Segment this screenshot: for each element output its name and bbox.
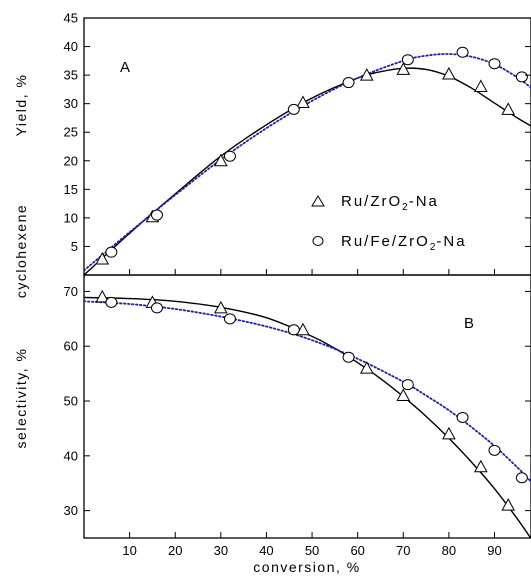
panel-b-point-ru-fe-zro2-na	[456, 411, 469, 423]
panel-b-point-ru-zro2-na	[396, 388, 411, 402]
panel-a-ytick-label: 20	[64, 153, 78, 168]
panel-b-ytick-label: 70	[64, 284, 78, 299]
panel-a-point-ru-fe-zro2-na	[105, 246, 118, 258]
panel-b-point-ru-zro2-na	[359, 361, 374, 374]
panel-b-point-ru-zro2-na	[95, 289, 110, 303]
markers-layer	[95, 46, 528, 511]
panel-b-xtick-label: 40	[259, 543, 273, 558]
panel-b-point-ru-zro2-na	[473, 459, 488, 473]
panel-a-point-ru-fe-zro2-na	[287, 103, 300, 115]
panel-b-point-ru-fe-zro2-na	[287, 324, 300, 336]
legend-entry-ru-fe-zro2-na: Ru/Fe/ZrO2-Na	[312, 233, 467, 253]
panel-b-point-ru-fe-zro2-na	[105, 296, 118, 308]
panel-b-point-ru-zro2-na	[501, 498, 516, 511]
panel-b-point-ru-fe-zro2-na	[488, 444, 501, 456]
panel-b-tag: B	[464, 315, 474, 332]
legend-entry-ru-zro2-na: Ru/ZrO2-Na	[311, 193, 439, 213]
fit-curves-layer	[84, 53, 531, 538]
panel-b-ytick-label: 30	[64, 503, 78, 518]
panel-b-xtick-label: 30	[214, 543, 228, 558]
panel-b-point-ru-fe-zro2-na	[342, 351, 355, 363]
panel-b-point-ru-zro2-na	[296, 322, 310, 336]
x-label-conversion: conversion, %	[253, 559, 360, 575]
panel-b-xtick-label: 10	[122, 543, 136, 558]
panel-a-ytick-label: 25	[64, 125, 78, 140]
panel-a-point-ru-fe-zro2-na	[488, 58, 501, 70]
panel-a-fit-ru-zro2-na	[84, 67, 531, 275]
panel-a-ytick-label: 35	[64, 68, 78, 83]
panel-b-point-ru-zro2-na	[442, 426, 456, 440]
legend-label-ru-fe-zro2-na: Ru/Fe/ZrO2-Na	[341, 233, 467, 253]
panel-a-point-ru-zro2-na	[473, 79, 488, 93]
panel-a-ytick-label: 40	[64, 39, 78, 54]
panel-b-point-ru-fe-zro2-na	[401, 379, 414, 391]
legend-triangle-marker	[311, 195, 325, 207]
panel-a-point-ru-fe-zro2-na	[456, 46, 469, 58]
panel-b-xtick-label: 70	[396, 543, 410, 558]
panel-a-tag: A	[120, 59, 130, 76]
panel-b-ytick-label: 50	[64, 394, 78, 409]
panel-b-point-ru-zro2-na	[213, 300, 228, 314]
panel-a-ytick-label: 5	[71, 239, 78, 254]
y-label-selectivity: selectivity, %	[13, 348, 29, 449]
panel-b-xtick-label: 90	[487, 543, 501, 558]
panel-a-ytick-label: 15	[64, 182, 78, 197]
panel-b-ytick-label: 60	[64, 339, 78, 354]
panel-a-point-ru-zro2-na	[501, 102, 516, 115]
ticks-layer: 5 10 15 20 25 30 35 40 45 30 40 50 60 70 10 20 30 40 50 60 7…	[64, 11, 531, 558]
panel-b-xtick-label: 80	[442, 543, 456, 558]
panel-b-point-ru-fe-zro2-na	[515, 472, 528, 484]
panel-a-ytick-label: 30	[64, 96, 78, 111]
panel-b-fit-ru-fe-zro2-na	[84, 300, 531, 483]
panel-a-point-ru-fe-zro2-na	[515, 71, 528, 83]
panel-b-point-ru-fe-zro2-na	[150, 302, 163, 314]
panel-b-ytick-label: 40	[64, 448, 78, 463]
panel-a-point-ru-fe-zro2-na	[342, 77, 355, 89]
panel-a-point-ru-zro2-na	[359, 68, 374, 81]
frames-layer	[83, 17, 531, 539]
panel-a-ytick-label: 10	[64, 210, 78, 225]
legend-label-ru-zro2-na: Ru/ZrO2-Na	[341, 193, 439, 213]
panel-a-point-ru-fe-zro2-na	[223, 150, 236, 162]
panel-a-point-ru-zro2-na	[296, 95, 310, 109]
panel-a-point-ru-fe-zro2-na	[150, 209, 163, 221]
y-label-yield: Yield, %	[13, 74, 29, 137]
panel-a-point-ru-zro2-na	[442, 66, 456, 80]
panel-a-point-ru-zro2-na	[396, 62, 411, 75]
panel-a-point-ru-fe-zro2-na	[401, 54, 414, 66]
panel-b-frame	[83, 274, 531, 539]
panel-b-xtick-label: 20	[168, 543, 182, 558]
panel-a-point-ru-zro2-na	[213, 153, 228, 167]
panel-b-point-ru-fe-zro2-na	[223, 313, 236, 325]
legend-circle-marker	[312, 236, 324, 246]
panel-b-xtick-label: 60	[350, 543, 364, 558]
legend: Ru/ZrO2-Na Ru/Fe/ZrO2-Na	[311, 193, 467, 253]
y-label-cyclohexene: cyclohexene	[13, 204, 29, 298]
panel-b-xtick-label: 50	[305, 543, 319, 558]
panel-a-ytick-label: 45	[64, 11, 78, 26]
panel-a-point-ru-zro2-na	[95, 251, 110, 265]
